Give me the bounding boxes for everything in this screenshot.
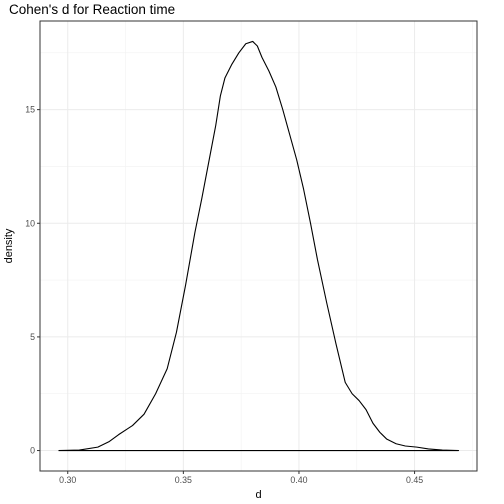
major-gridlines bbox=[40, 21, 477, 471]
axis-tick-labels: 0.30 0.35 0.40 0.45 0 5 10 15 bbox=[25, 105, 423, 485]
density-curve bbox=[58, 40, 460, 452]
y-axis-title: density bbox=[3, 228, 15, 263]
minor-gridlines bbox=[40, 21, 477, 471]
x-tick-label: 0.30 bbox=[59, 475, 76, 485]
y-tick-label: 5 bbox=[30, 332, 35, 342]
y-tick-label: 15 bbox=[25, 105, 35, 115]
x-tick-label: 0.45 bbox=[406, 475, 423, 485]
x-tick-label: 0.35 bbox=[175, 475, 192, 485]
panel-border bbox=[39, 20, 478, 472]
chart-title: Cohen's d for Reaction time bbox=[9, 2, 176, 17]
y-tick-label: 10 bbox=[25, 218, 35, 228]
y-tick-label: 0 bbox=[30, 446, 35, 456]
x-axis-title: d bbox=[255, 489, 261, 501]
axis-ticks bbox=[37, 109, 416, 474]
x-tick-label: 0.40 bbox=[290, 475, 307, 485]
